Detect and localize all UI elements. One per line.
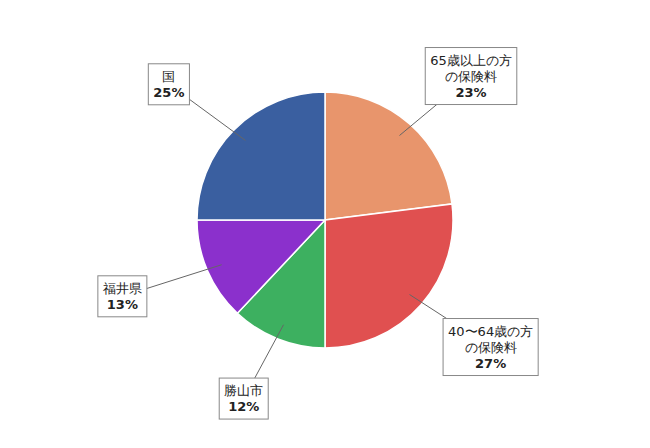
category-label-line: 40〜64歳の方 — [448, 324, 533, 339]
label-group: 40〜64歳の方の保険料27% — [409, 294, 538, 375]
labels: 65歳以上の方の保険料23%40〜64歳の方の保険料27%勝山市12%福井県13… — [98, 48, 538, 420]
category-label-line: 福井県 — [103, 281, 142, 296]
category-label-line: の保険料 — [445, 69, 497, 84]
value-label: 23% — [455, 85, 486, 100]
category-label-line: 勝山市 — [224, 383, 263, 398]
label-box — [443, 319, 538, 376]
value-label: 27% — [475, 356, 506, 371]
label-group: 国25% — [148, 64, 245, 141]
category-label: 国 — [162, 69, 175, 84]
label-box — [425, 48, 517, 105]
slice — [197, 92, 325, 220]
category-label: 40〜64歳の方の保険料 — [448, 324, 533, 355]
slice — [325, 204, 453, 348]
label-box — [98, 276, 147, 317]
value-label: 25% — [153, 85, 184, 100]
label-box — [219, 378, 268, 419]
chart: 65歳以上の方の保険料23%40〜64歳の方の保険料27%勝山市12%福井県13… — [0, 0, 650, 448]
label-group: 勝山市12% — [219, 325, 283, 419]
value-label: 12% — [228, 399, 259, 414]
category-label-line: 65歳以上の方 — [430, 53, 512, 68]
category-label: 勝山市 — [224, 383, 263, 398]
label-group: 福井県13% — [98, 265, 222, 317]
pie: 65歳以上の方の保険料23%40〜64歳の方の保険料27%勝山市12%福井県13… — [98, 48, 538, 420]
category-label-line: 国 — [162, 69, 175, 84]
category-label-line: の保険料 — [465, 340, 517, 355]
category-label: 65歳以上の方の保険料 — [430, 53, 512, 84]
value-label: 13% — [107, 297, 138, 312]
label-group: 65歳以上の方の保険料23% — [399, 48, 516, 136]
label-box — [148, 64, 189, 105]
category-label: 福井県 — [103, 281, 142, 296]
slice — [325, 92, 452, 220]
slices — [197, 92, 453, 348]
